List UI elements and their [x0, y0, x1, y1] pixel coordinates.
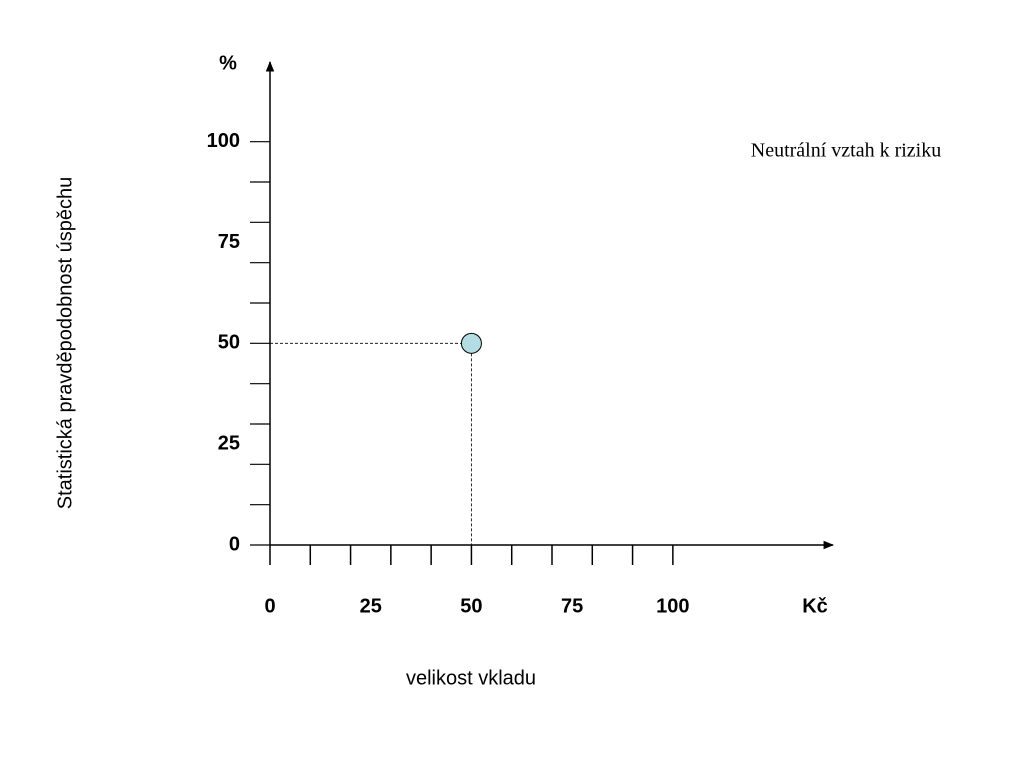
x-axis-title: velikost vkladu	[406, 667, 536, 689]
x-tick-label: 25	[360, 595, 382, 617]
x-tick-label: 100	[656, 595, 689, 617]
y-tick-label: 0	[229, 533, 240, 555]
x-tick-label: 50	[460, 595, 482, 617]
y-tick-label: 50	[218, 332, 240, 354]
annotation: Neutrální vztah k riziku	[751, 140, 942, 162]
y-unit: %	[219, 52, 237, 74]
y-tick-label: 25	[218, 432, 240, 454]
point	[460, 332, 482, 354]
x-tick-label: 75	[561, 595, 583, 617]
y-tick-label: 75	[218, 231, 240, 253]
y-tick-label: 100	[207, 130, 240, 152]
y-axis-title: Statistická pravděpodobnost úspěchu	[54, 177, 76, 509]
x-tick-label: 0	[264, 595, 275, 617]
x-unit: Kč	[802, 595, 828, 617]
